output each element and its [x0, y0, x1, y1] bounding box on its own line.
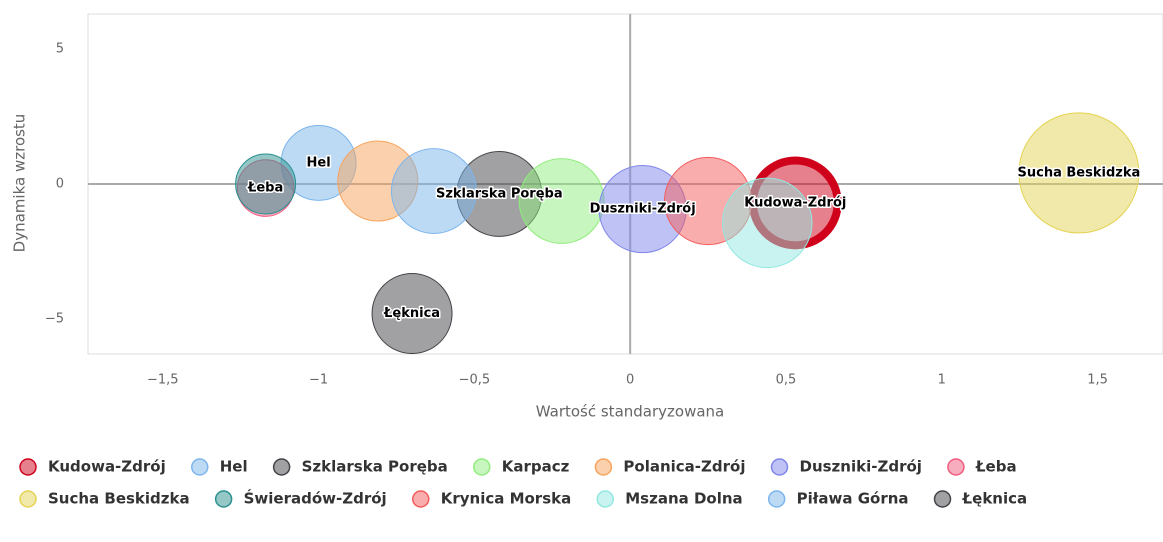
data-label: Sucha Beskidzka — [1018, 165, 1141, 180]
bubble — [390, 148, 477, 234]
data-label: Hel — [307, 155, 331, 170]
x-tick-label: 0 — [626, 373, 634, 388]
x-tick-label: 1 — [938, 373, 946, 388]
x-tick-label: 0,5 — [776, 373, 797, 388]
legend-symbol — [596, 490, 614, 508]
legend-symbol — [19, 490, 37, 508]
data-label: Łęknica — [383, 306, 440, 321]
legend-item[interactable]: Szklarska Poręba — [272, 458, 448, 476]
bubble — [722, 177, 813, 269]
bubble — [371, 273, 453, 354]
legend-symbol — [19, 458, 37, 476]
legend-symbol — [770, 458, 789, 476]
y-tick-label: 5 — [56, 42, 64, 57]
legend-symbol — [933, 490, 952, 508]
plot-area: Kudowa-Zdrój Hel Szklarska Poręba Duszniki-… — [88, 14, 1163, 354]
data-label: Łeba — [247, 181, 283, 196]
legend-symbol — [594, 458, 613, 476]
x-tick-label: −1 — [309, 373, 328, 388]
data-label: Duszniki-Zdrój — [590, 202, 696, 217]
legend-item[interactable]: Łeba — [947, 458, 1017, 476]
y-axis-title: Dynamika wzrostu — [11, 114, 29, 253]
legend-item[interactable]: Krynica Morska — [411, 490, 572, 508]
y-tick-label: 0 — [56, 177, 64, 192]
legend-label: Piława Górna — [797, 490, 909, 508]
legend-label: Świeradów-Zdrój — [244, 489, 387, 508]
x-tick-label: 1,5 — [1087, 373, 1108, 388]
legend-label: Krynica Morska — [441, 490, 572, 508]
legend-label: Kudowa-Zdrój — [48, 458, 166, 476]
legend-item[interactable]: Duszniki-Zdrój — [770, 458, 922, 476]
data-label: Szklarska Poręba — [436, 186, 563, 201]
legend-label: Łęknica — [962, 490, 1028, 508]
y-tick-label: −5 — [45, 311, 64, 326]
legend-label: Szklarska Poręba — [302, 458, 448, 476]
legend-label: Duszniki-Zdrój — [800, 458, 922, 476]
legend-item[interactable]: Karpacz — [473, 458, 570, 476]
data-label: Kudowa-Zdrój — [744, 195, 846, 210]
legend-symbol — [214, 490, 233, 508]
x-tick-label: −1,5 — [147, 373, 179, 388]
legend-item[interactable]: Hel — [191, 458, 248, 476]
legend-item[interactable]: Mszana Dolna — [596, 490, 743, 508]
legend-symbol — [272, 458, 291, 476]
bubble — [1018, 112, 1140, 234]
legend-item[interactable]: Kudowa-Zdrój — [19, 458, 166, 476]
x-tick-label: −0,5 — [459, 373, 491, 388]
legend-symbol — [411, 490, 430, 508]
x-axis-title: Wartość standaryzowana — [536, 403, 724, 421]
legend-item[interactable]: Sucha Beskidzka — [19, 490, 190, 508]
legend-symbol — [767, 490, 786, 508]
legend-label: Karpacz — [502, 458, 570, 476]
legend-symbol — [473, 458, 491, 476]
legend-item[interactable]: Łęknica — [933, 490, 1028, 508]
legend-symbol — [947, 458, 965, 476]
legend-label: Polanica-Zdrój — [623, 458, 745, 476]
legend-item[interactable]: Świeradów-Zdrój — [214, 489, 387, 508]
legend-symbol — [191, 458, 209, 476]
legend-label: Sucha Beskidzka — [48, 490, 190, 508]
legend-item[interactable]: Piława Górna — [767, 490, 909, 508]
legend-item[interactable]: Polanica-Zdrój — [594, 458, 746, 476]
legend-label: Mszana Dolna — [625, 490, 742, 508]
bubble — [235, 153, 297, 215]
legend-label: Hel — [220, 458, 248, 476]
legend-label: Łeba — [975, 458, 1017, 476]
